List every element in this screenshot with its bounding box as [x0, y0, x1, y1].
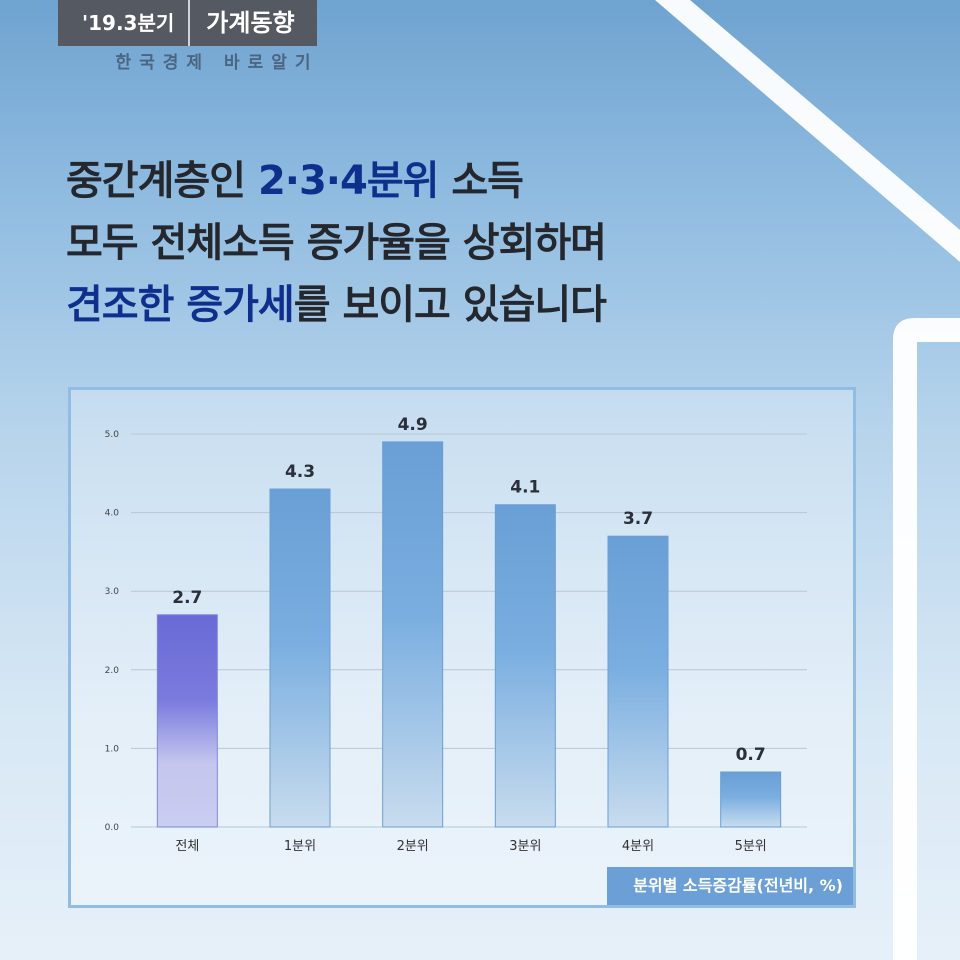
bar-chart: 0.0 1.0 2.0 3.0 4.0 5.0 2.7 전체 4.3 1분위 4.9 2분위 4.1 3분…: [105, 415, 807, 854]
headline: 중간계층인 2·3·4분위 소득 모두 전체소득 증가율을 상회하며 견조한 증…: [66, 150, 866, 336]
bar-1분위: [269, 488, 331, 828]
headline-line-3: 견조한 증가세를 보이고 있습니다: [66, 274, 866, 336]
y-tick-label: 5.0: [105, 430, 120, 440]
chart-note: 분위별 소득증감률(전년비, %): [607, 867, 853, 905]
x-tick-label: 2분위: [397, 839, 429, 854]
bar-5분위: [720, 771, 782, 828]
data-label: 3.7: [623, 509, 653, 529]
chart-bars: [156, 441, 782, 828]
headline-line-1-b: 소득: [438, 158, 524, 204]
data-label: 0.7: [736, 745, 766, 765]
chart-grid: [131, 433, 807, 828]
y-tick-label: 0.0: [105, 823, 120, 833]
data-label: 4.9: [398, 415, 428, 435]
y-tick-label: 1.0: [105, 744, 120, 754]
y-tick-label: 3.0: [105, 587, 120, 597]
headline-line-3-highlight: 견조한 증가세: [66, 282, 295, 328]
bar-전체: [156, 614, 218, 828]
x-tick-label: 전체: [175, 839, 199, 854]
data-label: 2.7: [172, 588, 202, 608]
bar-3분위: [494, 504, 556, 828]
y-tick-label: 4.0: [105, 509, 120, 519]
header-badge: '19.3분기 가계동향: [58, 0, 317, 46]
period-label: '19.3분기: [58, 0, 191, 46]
x-tick-label: 4분위: [622, 839, 654, 854]
series-label: 한국경제 바로알기: [115, 53, 319, 73]
bar-2분위: [382, 441, 444, 828]
x-tick-label: 3분위: [509, 839, 541, 854]
y-tick-label: 2.0: [105, 666, 120, 676]
data-label: 4.1: [510, 478, 540, 498]
x-tick-label: 5분위: [735, 839, 767, 854]
headline-line-2: 모두 전체소득 증가율을 상회하며: [66, 220, 607, 266]
chart-panel: 0.0 1.0 2.0 3.0 4.0 5.0 2.7 전체 4.3 1분위 4.9 2분위 4.1 3분…: [68, 387, 856, 908]
x-tick-label: 1분위: [284, 839, 316, 854]
chart-labels: 0.0 1.0 2.0 3.0 4.0 5.0 2.7 전체 4.3 1분위 4.9 2분위 4.1 3분…: [105, 415, 767, 854]
bar-4분위: [607, 535, 669, 828]
data-label: 4.3: [285, 462, 315, 482]
report-title: 가계동향: [190, 0, 317, 46]
headline-line-1-a: 중간계층인: [66, 158, 258, 204]
headline-line-3-b: 를 보이고 있습니다: [293, 282, 607, 328]
headline-line-1: 중간계층인 2·3·4분위 소득: [66, 150, 866, 212]
headline-line-1-highlight: 2·3·4분위: [257, 158, 439, 204]
